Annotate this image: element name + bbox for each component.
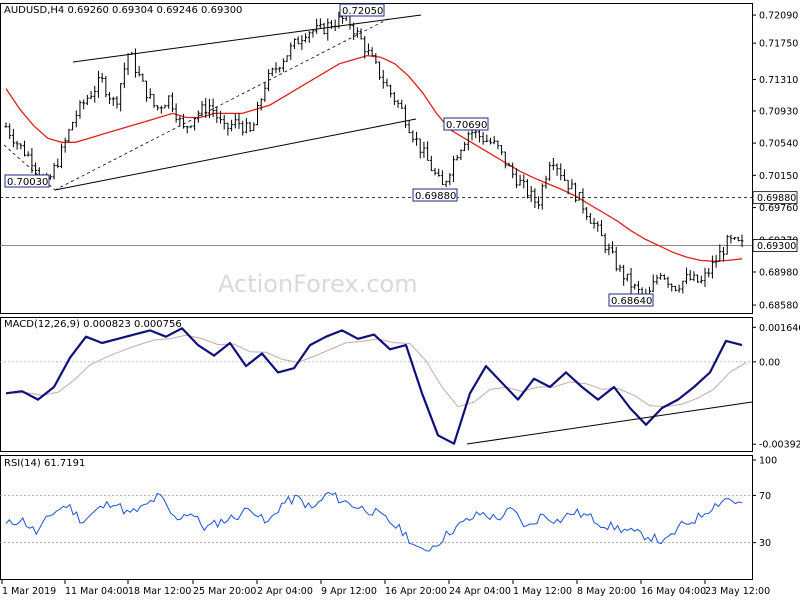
- price-axis-label: 0.70150: [759, 171, 798, 182]
- price-right-label-box: [752, 191, 798, 205]
- rsi-title: RSI(14) 61.7191: [4, 458, 85, 469]
- x-axis-label: 24 Apr 04:00: [449, 586, 511, 597]
- price-right-label: 0.69300: [757, 241, 796, 252]
- level-label: 0.72050: [342, 6, 383, 17]
- x-axis-label: 1 May 12:00: [513, 586, 572, 597]
- macd-axis-label: -0.003922: [759, 440, 800, 451]
- price-axis-label: 0.71310: [759, 75, 798, 86]
- x-axis-label: 25 Mar 20:00: [193, 586, 256, 597]
- rsi-panel-frame: [0, 455, 753, 580]
- x-axis-label: 11 Mar 04:00: [65, 586, 128, 597]
- rsi-line: [5, 491, 743, 552]
- watermark: ActionForex.com: [218, 270, 418, 298]
- price-axis-label: 0.70930: [759, 106, 798, 117]
- x-axis-label: 2 Apr 04:00: [257, 586, 313, 597]
- macd-line: [5, 327, 743, 445]
- x-axis-label: 9 Apr 12:00: [321, 586, 377, 597]
- channel-lower-line: [54, 118, 417, 191]
- price-right-label: 0.69880: [757, 193, 796, 204]
- channel-mid-dashed-line: [54, 17, 391, 191]
- level-label: 0.70030: [7, 177, 48, 188]
- price-axis-label: 0.68980: [759, 268, 798, 279]
- level-label: 0.70690: [446, 120, 487, 131]
- moving-average-line: [5, 54, 743, 262]
- x-axis-label: 1 Mar 2019: [2, 586, 56, 597]
- price-right-label-box: [752, 239, 798, 252]
- level-label-box: [4, 174, 50, 188]
- level-label-box: [443, 117, 489, 131]
- level-label-box: [412, 188, 458, 202]
- macd-title: MACD(12,26,9) 0.000823 0.000756: [4, 319, 182, 330]
- price-axis-label: 0.70540: [759, 139, 798, 150]
- macd-axis-label: 0.00: [759, 357, 780, 368]
- x-axis-label: 8 May 20:00: [577, 586, 636, 597]
- x-axis-label: 23 May 12:00: [705, 586, 770, 597]
- macd-trend-line: [466, 401, 753, 445]
- macd-panel-frame: [0, 317, 753, 452]
- level-label: 0.68640: [611, 296, 652, 307]
- price-axis-label: 0.72090: [759, 11, 798, 22]
- x-axis-label: 16 May 04:00: [641, 586, 706, 597]
- x-axis-label: 18 Mar 12:00: [128, 586, 191, 597]
- level-label-box: [608, 293, 654, 307]
- x-axis-label: 16 Apr 20:00: [385, 586, 447, 597]
- symbol-title: AUDUSD,H4 0.69260 0.69304 0.69246 0.6930…: [4, 5, 242, 16]
- macd-signal-line: [9, 334, 747, 408]
- price-axis-label: 0.68580: [759, 301, 798, 312]
- price-panel-frame: [0, 3, 753, 314]
- rsi-axis-label: 100: [759, 456, 777, 467]
- price-axis-label: 0.71750: [759, 39, 798, 50]
- level-label-box: [339, 3, 385, 17]
- price-axis-label: 0.69760: [759, 203, 798, 214]
- rsi-axis-label: 30: [759, 538, 771, 549]
- macd-axis-label: 0.001646: [759, 323, 800, 334]
- rsi-axis-label: 70: [759, 491, 771, 502]
- level-label: 0.69880: [415, 191, 456, 202]
